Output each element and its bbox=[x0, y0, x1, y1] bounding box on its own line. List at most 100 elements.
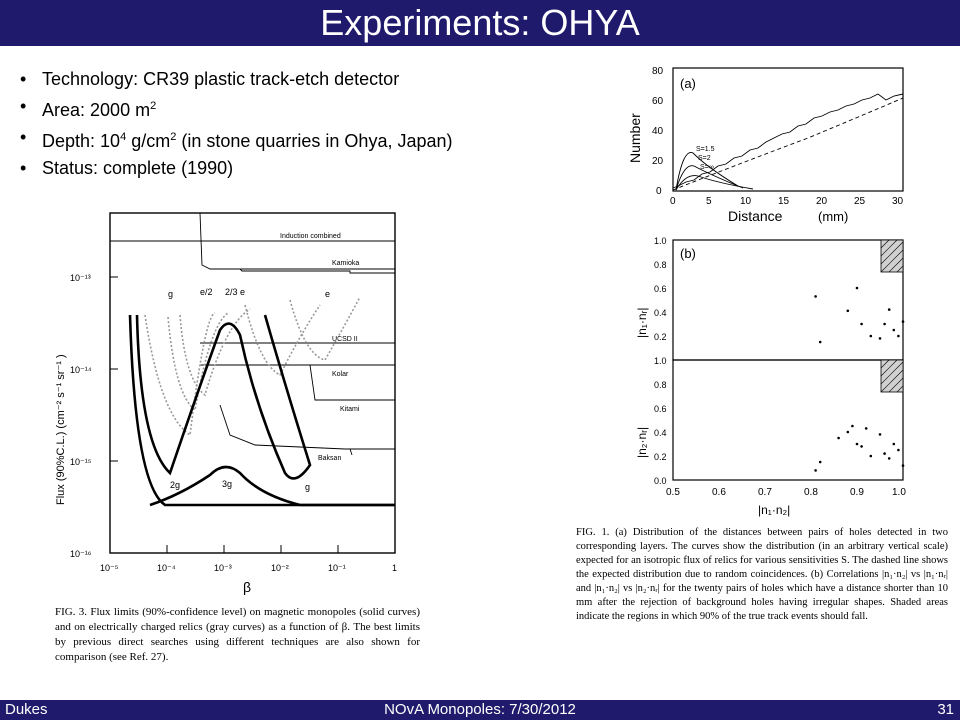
ytick-a: 80 bbox=[652, 66, 664, 77]
panel-a-label: (a) bbox=[680, 76, 696, 91]
bullet-text: CR39 plastic track-etch detector bbox=[138, 69, 400, 89]
bullet-list: • Technology: CR39 plastic track-etch de… bbox=[20, 66, 453, 182]
ytick-a: 40 bbox=[652, 126, 664, 137]
ytick-b2: 0.8 bbox=[654, 380, 667, 390]
e-twothirds-label: 2/3 e bbox=[225, 287, 245, 297]
bullet-label: Area: bbox=[42, 100, 86, 120]
panel-b-bottom-ylabel: |n₂·nᵣ| bbox=[635, 427, 649, 458]
bullet-dot-icon: • bbox=[20, 96, 27, 116]
bullet-sup: 4 bbox=[120, 131, 127, 143]
panel-a-xunit: (mm) bbox=[818, 209, 848, 224]
scatter-point bbox=[860, 322, 863, 326]
scatter-point bbox=[878, 433, 882, 436]
xtick-b: 0.5 bbox=[666, 487, 680, 498]
ytick-b1: 1.0 bbox=[654, 236, 667, 246]
kitami-label: Kitami bbox=[340, 406, 360, 413]
xtick-a: 15 bbox=[778, 196, 790, 207]
title-bar bbox=[0, 0, 960, 46]
ytick-b2: 0.0 bbox=[654, 476, 667, 486]
fig1-plot: S=1.5 S=2 S=∞ (a) 0 20 40 60 80 0 5 10 1… bbox=[627, 66, 906, 517]
xtick-a: 0 bbox=[670, 196, 676, 207]
kamioka-label: Kamioka bbox=[332, 260, 359, 267]
scatter-point bbox=[869, 454, 873, 458]
ytick-b2: 1.0 bbox=[654, 356, 667, 366]
scatter-point bbox=[892, 442, 896, 446]
bullet-label: Depth: bbox=[42, 131, 96, 151]
bullet-area: • Area: 2000 m2 bbox=[20, 93, 453, 124]
xtick-b: 0.7 bbox=[758, 487, 772, 498]
ytick-label: 10⁻¹³ bbox=[70, 273, 91, 283]
scatter-top bbox=[814, 286, 905, 344]
panel-a-ylabel: Number bbox=[627, 113, 643, 163]
scatter-point bbox=[869, 334, 873, 338]
induction-label: Induction combined bbox=[280, 233, 341, 240]
ytick-b2: 0.2 bbox=[654, 452, 667, 462]
fig3-caption: FIG. 3. Flux limits (90%-confidence leve… bbox=[55, 606, 420, 663]
ytick-b1: 0.4 bbox=[654, 308, 667, 318]
curve-label: S=∞ bbox=[700, 164, 714, 171]
2gD-label: 2g bbox=[170, 480, 180, 490]
panel-a-xlabel: Distance bbox=[728, 208, 783, 224]
scatter-point bbox=[818, 460, 822, 464]
footer-author: Dukes bbox=[5, 701, 48, 718]
xtick-a: 30 bbox=[892, 196, 904, 207]
bullet-text: complete (1990) bbox=[98, 158, 234, 178]
xtick-b: 0.9 bbox=[850, 487, 864, 498]
scatter-point bbox=[864, 427, 868, 430]
ytick-a: 0 bbox=[656, 186, 662, 197]
scatter-point bbox=[855, 442, 859, 446]
curve-label: S=1.5 bbox=[696, 146, 715, 153]
bullet-sup2: 2 bbox=[170, 131, 177, 143]
bullet-rest: g/cm bbox=[126, 131, 171, 151]
scatter-point bbox=[851, 424, 854, 428]
scatter-point bbox=[814, 469, 817, 472]
scatter-point bbox=[860, 445, 863, 448]
fig1-caption: FIG. 1. (a) Distribution of the distance… bbox=[576, 527, 948, 622]
ytick-b1: 0.2 bbox=[654, 332, 667, 342]
bullet-sup: 2 bbox=[150, 100, 157, 112]
fig3-xlabel: β bbox=[243, 579, 251, 595]
bullet-depth: • Depth: 104 g/cm2 (in stone quarries in… bbox=[20, 124, 453, 155]
panel-b-xlabel: |n₁·n₂| bbox=[758, 503, 790, 517]
scatter-point bbox=[837, 436, 840, 440]
fig3-figure: Induction combined Kamioka UCSD II Kolar… bbox=[50, 205, 430, 700]
gD-label: g bbox=[168, 289, 173, 299]
bullet-text: 10 bbox=[95, 131, 121, 151]
ytick-label: 10⁻¹⁵ bbox=[70, 457, 92, 467]
scatter-point bbox=[846, 430, 850, 434]
bullet-label: Status: bbox=[42, 158, 99, 178]
ytick-a: 20 bbox=[652, 156, 664, 167]
kolar-label: Kolar bbox=[332, 371, 349, 378]
bullet-dot-icon: • bbox=[20, 127, 27, 147]
scatter-point bbox=[892, 328, 896, 332]
footer-bar: Dukes NOvA Monopoles: 7/30/2012 31 bbox=[0, 700, 960, 720]
xtick-b: 0.8 bbox=[804, 487, 818, 498]
xtick-label: 10⁻⁵ bbox=[100, 563, 119, 573]
bullet-dot-icon: • bbox=[20, 158, 27, 178]
ytick-a: 60 bbox=[652, 96, 664, 107]
scatter-point bbox=[887, 308, 891, 311]
bullet-technology: • Technology: CR39 plastic track-etch de… bbox=[20, 66, 453, 93]
panel-b-top-ylabel: |n₁·nᵣ| bbox=[635, 307, 649, 338]
footer-title: NOvA Monopoles: 7/30/2012 bbox=[384, 701, 576, 718]
3gD-label: 3g bbox=[222, 479, 232, 489]
ytick-b1: 0.6 bbox=[654, 284, 667, 294]
xtick-b: 0.6 bbox=[712, 487, 726, 498]
ytick-b1: 0.8 bbox=[654, 260, 667, 270]
scatter-point bbox=[887, 457, 891, 460]
scatter-point bbox=[901, 464, 905, 467]
scatter-point bbox=[878, 337, 882, 340]
bullet-text: 2000 m bbox=[85, 100, 151, 120]
page-number: 31 bbox=[937, 701, 954, 718]
xtick-a: 5 bbox=[706, 196, 712, 207]
xtick-b: 1.0 bbox=[892, 487, 906, 498]
xtick-a: 25 bbox=[854, 196, 866, 207]
ucsd-label: UCSD II bbox=[332, 336, 358, 343]
bullet-rest2: (in stone quarries in Ohya, Japan) bbox=[176, 131, 453, 151]
ytick-label: 10⁻¹⁴ bbox=[70, 365, 92, 375]
ytick-b2: 0.6 bbox=[654, 404, 667, 414]
fig3-ylabel: Flux (90%C.L.) (cm⁻² s⁻¹ sr⁻¹ ) bbox=[55, 354, 67, 505]
scatter-point bbox=[883, 452, 886, 455]
slide-title: Experiments: OHYA bbox=[320, 2, 640, 43]
bullet-status: • Status: complete (1990) bbox=[20, 155, 453, 182]
